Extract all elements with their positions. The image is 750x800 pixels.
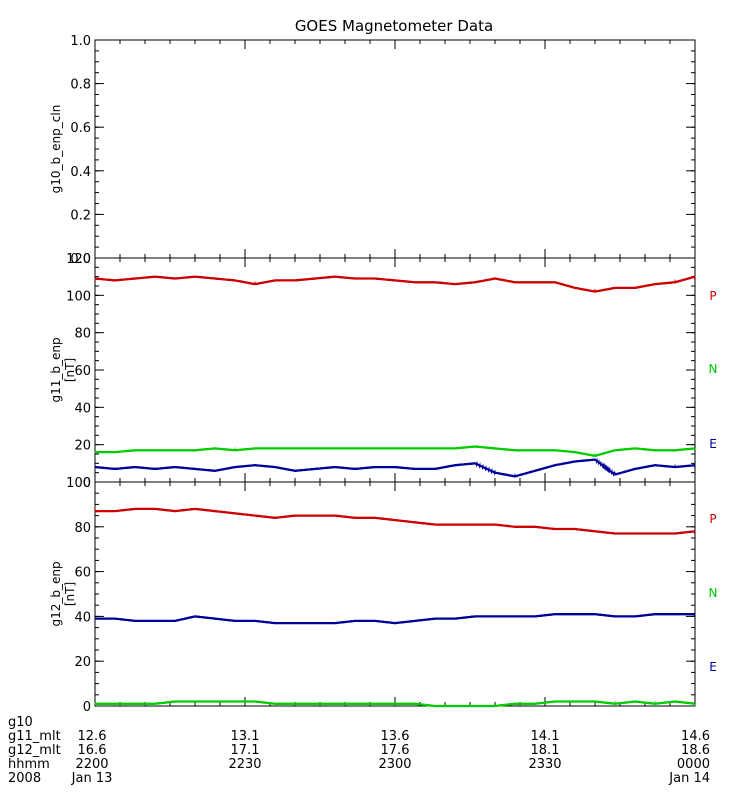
y-tick-label: 0 — [83, 700, 91, 715]
x-axis-row-label: 2008 — [8, 771, 41, 786]
x-axis-value: 0000 — [677, 757, 710, 772]
y-axis-label: g11_b_enp — [49, 337, 63, 402]
x-axis-value: 12.6 — [78, 729, 107, 744]
y-axis-label: g12_b_enp — [49, 561, 63, 626]
panel-frame — [94, 39, 696, 259]
x-axis-value: 17.1 — [231, 743, 260, 758]
y-axis-unit: [nT] — [63, 358, 77, 382]
x-axis-row-label: g10 — [8, 715, 33, 730]
x-axis-value: 18.1 — [531, 743, 560, 758]
y-tick-label: 0.6 — [70, 121, 91, 136]
y-tick-label: 0.2 — [70, 208, 91, 223]
y-tick-label: 0.8 — [70, 78, 91, 93]
legend-label-P: P — [709, 512, 716, 526]
x-axis-value: 13.1 — [231, 729, 260, 744]
y-axis-unit: [nT] — [63, 582, 77, 606]
series-line-N — [94, 700, 696, 708]
x-axis-value: 14.1 — [531, 729, 560, 744]
y-tick-label: 40 — [74, 401, 91, 416]
x-axis-value: 2330 — [528, 757, 561, 772]
y-tick-label: 60 — [74, 364, 91, 379]
x-axis-value: 17.6 — [381, 743, 410, 758]
legend-label-N: N — [709, 586, 718, 600]
y-tick-label: 1.0 — [70, 34, 91, 49]
x-axis-value: 13.6 — [381, 729, 410, 744]
y-tick-label: 0.0 — [70, 252, 91, 267]
series-line-P — [94, 275, 696, 293]
y-tick-label: 0 — [83, 476, 91, 491]
y-tick-label: 100 — [66, 476, 91, 491]
x-axis-value: Jan 14 — [668, 771, 710, 786]
x-axis-value: 2230 — [228, 757, 261, 772]
legend-label-N: N — [709, 362, 718, 376]
series-line-E — [94, 613, 696, 625]
x-axis-value: 2200 — [75, 757, 108, 772]
x-axis-row-label: g11_mlt — [8, 729, 61, 744]
y-tick-label: 120 — [66, 252, 91, 267]
legend-label-P: P — [709, 289, 716, 303]
panel-1: 0.0 0.2 0.4 0.6 0.8 1.0 g10_b_enp_cln — [49, 34, 696, 267]
x-axis-row-label: g12_mlt — [8, 743, 61, 758]
y-tick-label: 40 — [74, 610, 91, 625]
x-axis-value: 16.6 — [78, 743, 107, 758]
x-axis-value: 2300 — [378, 757, 411, 772]
y-tick-label: 60 — [74, 566, 91, 581]
x-axis-row-label: hhmm — [8, 757, 50, 772]
x-axis-value: 18.6 — [681, 743, 710, 758]
panel-2: 0 20 40 60 80 100 120 g11_b_enp [nT] P N E — [49, 252, 717, 491]
chart-title: GOES Magnetometer Data — [295, 17, 493, 35]
series-line-E — [94, 457, 696, 478]
y-tick-label: 100 — [66, 289, 91, 304]
panel-frame — [94, 481, 696, 707]
y-axis-label: g10_b_enp_cln — [49, 105, 63, 194]
y-tick-label: 20 — [74, 655, 91, 670]
y-tick-label: 20 — [74, 439, 91, 454]
y-tick-label: 80 — [74, 327, 91, 342]
y-tick-label: 0.4 — [70, 165, 91, 180]
x-axis-value: Jan 13 — [71, 771, 113, 786]
panel-3: 0 20 40 60 80 100 g12_b_enp [nT] P N E — [49, 476, 717, 715]
series-line-P — [94, 507, 696, 535]
y-tick-label: 80 — [74, 521, 91, 536]
legend-label-E: E — [709, 660, 717, 674]
x-axis-value: 14.6 — [681, 729, 710, 744]
legend-label-E: E — [709, 437, 717, 451]
series-line-N — [94, 445, 696, 457]
